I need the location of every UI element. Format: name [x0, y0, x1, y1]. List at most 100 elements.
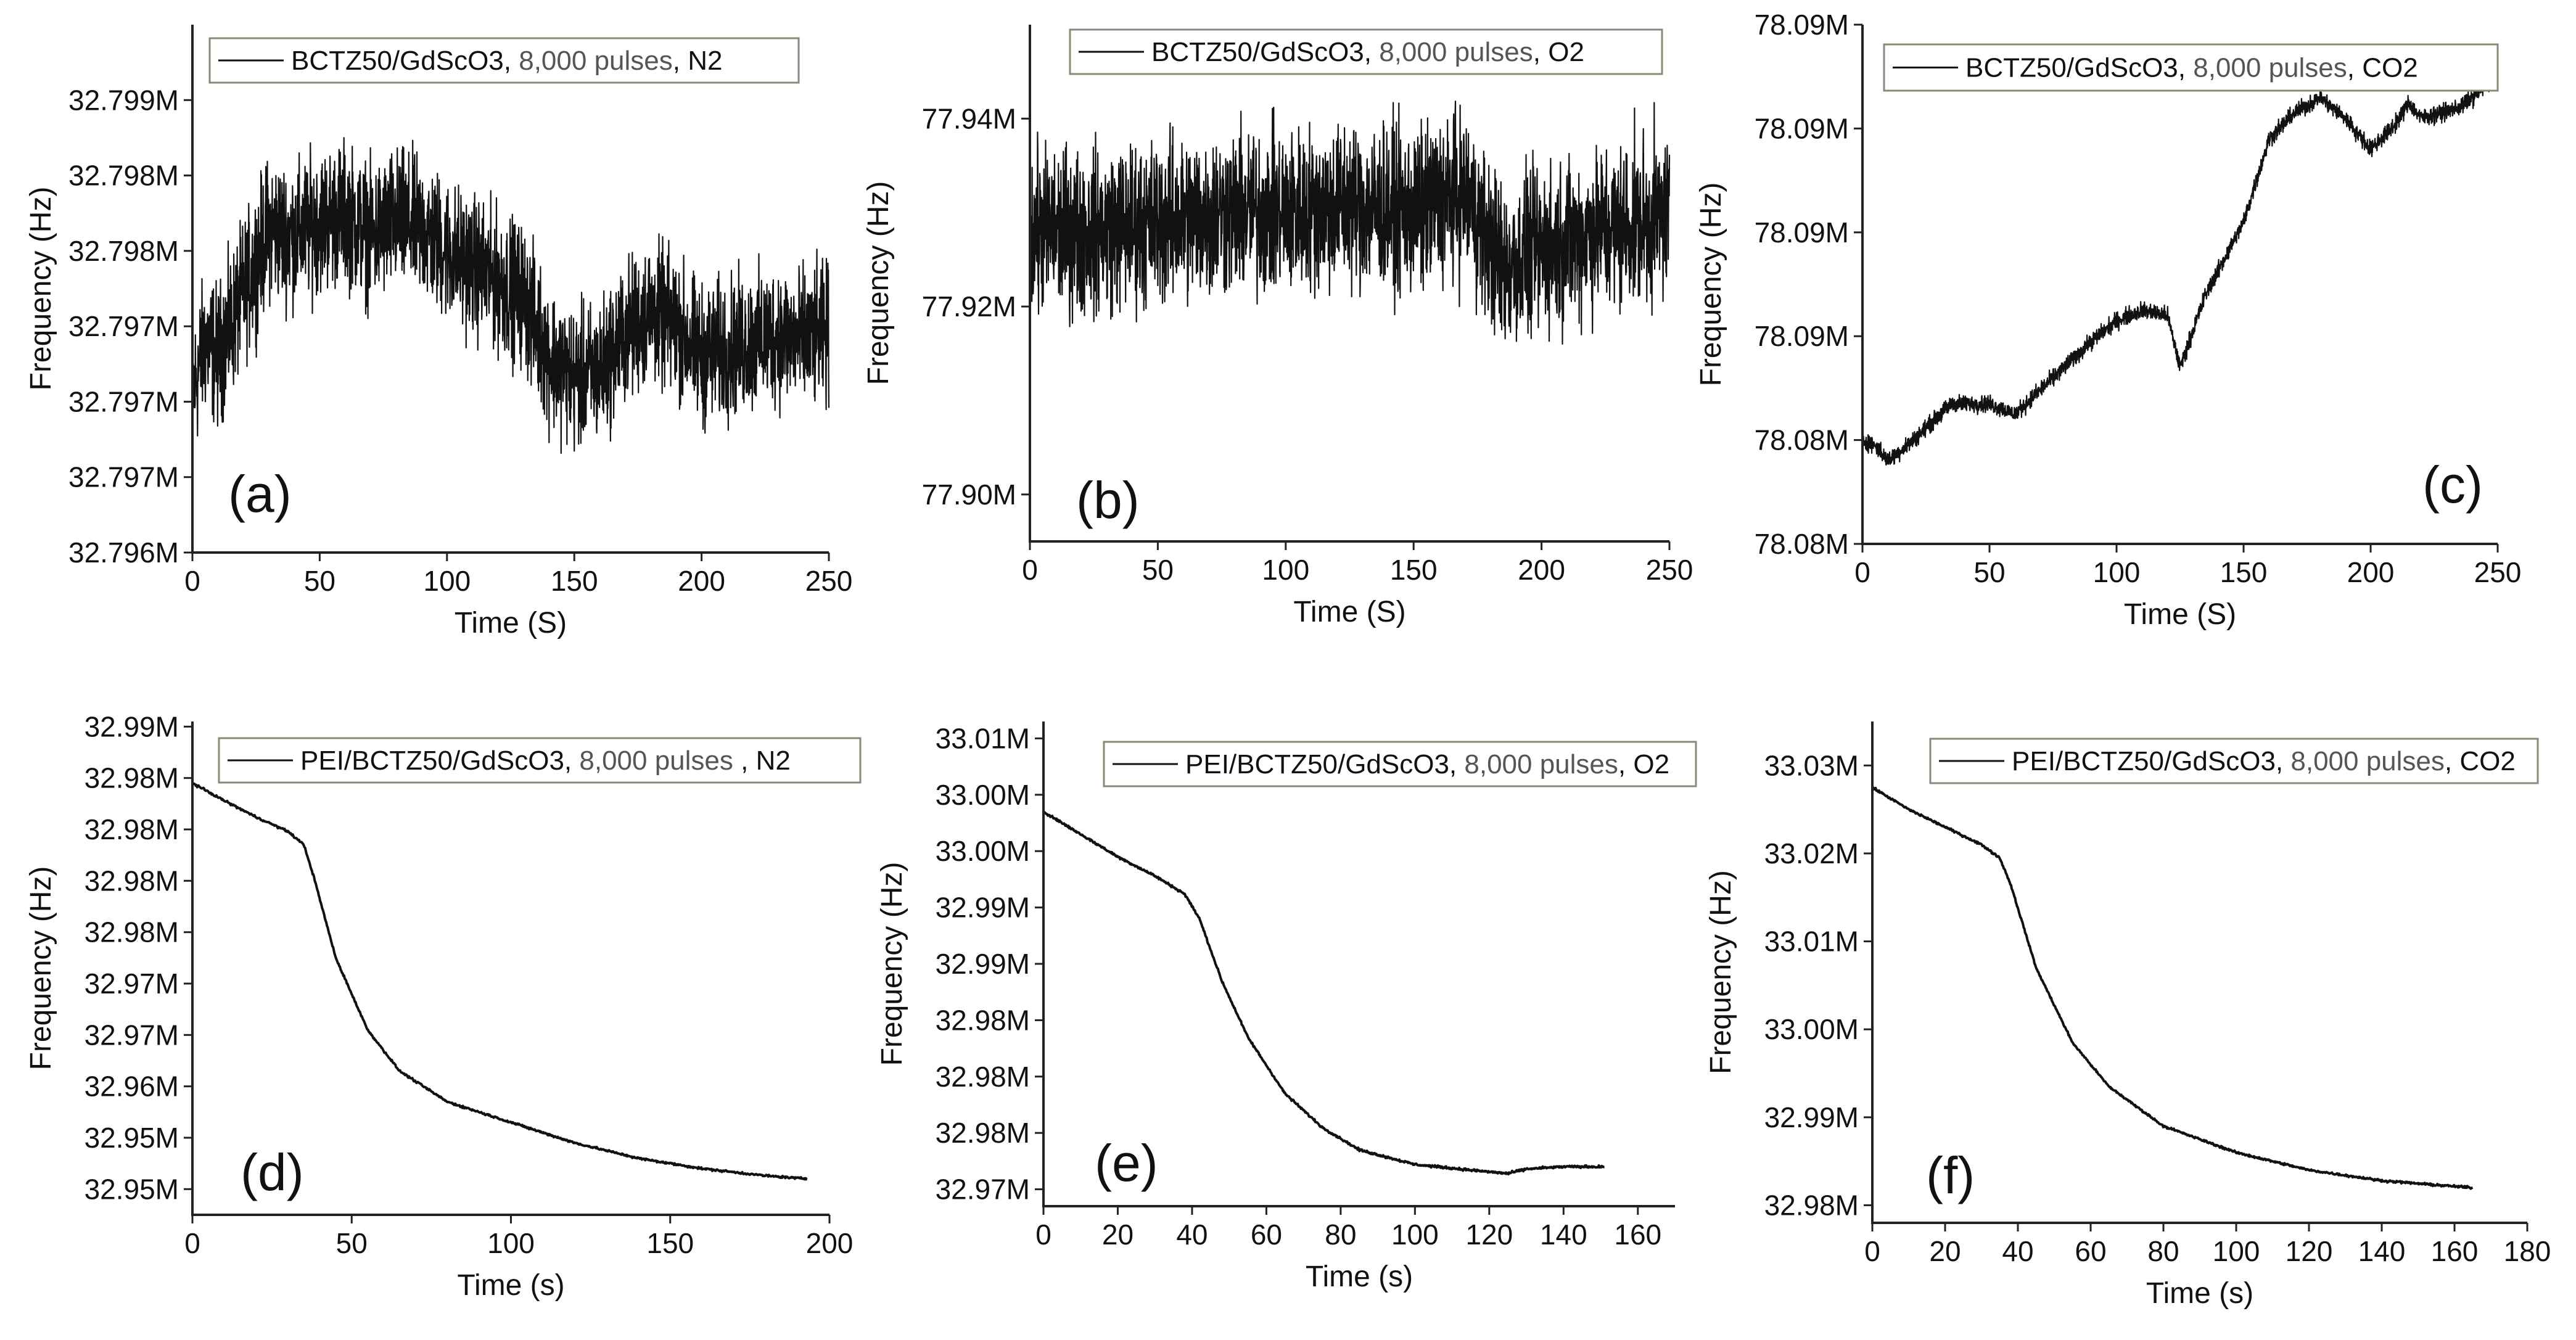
y-tick-label: 32.97M [84, 968, 179, 1000]
y-tick-label: 33.00M [936, 835, 1030, 867]
legend: PEI/BCTZ50/GdScO3, 8,000 pulses, O2 [1103, 741, 1697, 787]
y-tick-label: 32.98M [84, 865, 179, 897]
panel-b: 0 50 100 150 200 250 77.90M 77.92M 77.94M Time (S… [862, 25, 1693, 628]
legend-prefix: BCTZ50/GdScO3, [1151, 37, 1379, 67]
x-tick-label: 120 [2286, 1235, 2333, 1267]
y-axis-label: Frequency (Hz) [876, 862, 908, 1066]
legend-box [208, 37, 800, 84]
y-tick-label: 32.796M [68, 536, 179, 569]
x-tick-label: 40 [2002, 1235, 2033, 1267]
x-tick-label: 180 [2504, 1235, 2551, 1267]
legend-label: BCTZ50/GdScO3, 8,000 pulses, N2 [291, 46, 722, 76]
y-tick-label: 32.96M [84, 1071, 179, 1103]
y-tick-label: 32.798M [68, 235, 179, 267]
x-axis-label: Time (s) [457, 1269, 564, 1302]
legend-gas: , CO2 [2445, 746, 2516, 776]
y-tick-label: 33.01M [936, 722, 1030, 754]
x-tick-label: 250 [2474, 556, 2522, 588]
x-tick-label: 200 [2347, 556, 2395, 588]
panel-label: (e) [1095, 1134, 1158, 1192]
legend-gas: , CO2 [2347, 53, 2418, 83]
panel-label: (a) [228, 465, 292, 523]
data-series-line [1861, 70, 2499, 466]
y-axis-label: Frequency (Hz) [25, 187, 57, 391]
y-tick-label: 32.99M [936, 948, 1030, 980]
y-tick-label: 32.99M [936, 892, 1030, 924]
x-tick-label: 100 [423, 565, 471, 597]
legend-gas: , O2 [1618, 749, 1669, 779]
x-tick-label: 50 [1973, 556, 2005, 588]
legend: BCTZ50/GdScO3, 8,000 pulses, O2 [1069, 28, 1663, 75]
data-series-line [191, 782, 808, 1181]
x-tick-label: 200 [1518, 554, 1565, 586]
x-tick-label: 100 [1262, 554, 1309, 586]
legend-label: BCTZ50/GdScO3, 8,000 pulses, CO2 [1965, 53, 2418, 83]
y-tick-label: 77.92M [922, 290, 1016, 323]
x-tick-label: 80 [2147, 1235, 2179, 1267]
y-tick-label: 32.98M [936, 1004, 1030, 1036]
x-tick-label: 200 [806, 1227, 854, 1259]
y-tick-label: 32.98M [84, 916, 179, 948]
data-series-line [1872, 786, 2474, 1190]
x-tick-label: 20 [1929, 1235, 1961, 1267]
x-tick-label: 150 [1390, 554, 1438, 586]
y-tick-label: 78.08M [1755, 424, 1849, 456]
legend-label: PEI/BCTZ50/GdScO3, 8,000 pulses , N2 [300, 746, 791, 776]
y-tick-label: 33.00M [936, 779, 1030, 811]
x-tick-label: 140 [2358, 1235, 2406, 1267]
panel-a: 0 50 100 150 200 250 32.796M 32.797M 32.797M 32.7… [25, 25, 852, 639]
x-tick-label: 50 [1142, 554, 1174, 586]
panel-f: 0 20 40 60 80 100 120 140 160 180 32.98M 32.99M 33.0… [1705, 721, 2551, 1310]
data-series-line [1029, 101, 1671, 345]
panel-label: (d) [241, 1143, 304, 1201]
legend-box [1883, 43, 2499, 92]
legend-count: 8,000 pulses [2290, 746, 2445, 776]
y-axis-label: Frequency (Hz) [25, 866, 57, 1071]
y-axis-label: Frequency (Hz) [1705, 870, 1737, 1074]
x-tick-label: 200 [678, 565, 725, 597]
legend-prefix: PEI/BCTZ50/GdScO3, [2012, 746, 2290, 776]
legend-prefix: BCTZ50/GdScO3, [291, 46, 519, 76]
x-axis-label: Time (S) [2124, 598, 2236, 631]
legend-prefix: PEI/BCTZ50/GdScO3, [300, 746, 579, 776]
x-tick-label: 20 [1102, 1219, 1134, 1251]
legend: BCTZ50/GdScO3, 8,000 pulses, N2 [208, 37, 800, 84]
y-axis-label: Frequency (Hz) [862, 181, 895, 385]
x-tick-label: 0 [184, 1227, 200, 1259]
x-tick-label: 0 [184, 565, 200, 597]
x-tick-label: 80 [1325, 1219, 1356, 1251]
x-tick-label: 60 [1251, 1219, 1282, 1251]
data-series-line [1042, 811, 1605, 1176]
y-tick-label: 32.98M [84, 762, 179, 794]
legend-box [1929, 738, 2539, 784]
data-series-line [191, 137, 830, 454]
x-tick-label: 40 [1176, 1219, 1208, 1251]
legend: BCTZ50/GdScO3, 8,000 pulses, CO2 [1883, 43, 2499, 92]
x-axis-label: Time (s) [1306, 1260, 1413, 1293]
y-tick-label: 32.98M [936, 1117, 1030, 1149]
x-tick-label: 100 [487, 1227, 535, 1259]
y-tick-label: 32.797M [68, 385, 179, 417]
axis-frame [1861, 25, 2498, 545]
x-tick-label: 150 [551, 565, 598, 597]
x-axis-label: Time (S) [455, 607, 567, 639]
y-tick-label: 33.00M [1764, 1013, 1859, 1045]
x-tick-label: 60 [2075, 1235, 2106, 1267]
legend-prefix: PEI/BCTZ50/GdScO3, [1185, 749, 1464, 779]
legend: PEI/BCTZ50/GdScO3, 8,000 pulses , N2 [218, 737, 862, 784]
y-tick-label: 78.09M [1755, 216, 1849, 249]
panel-e: 0 20 40 60 80 100 120 140 160 32.97M 32.98M 32.98M 3… [876, 721, 1697, 1293]
x-tick-label: 100 [2093, 556, 2141, 588]
legend-box [1103, 741, 1697, 787]
panel-label: (b) [1076, 471, 1140, 529]
legend-count: 8,000 pulses [2193, 53, 2347, 83]
x-tick-label: 0 [1854, 556, 1870, 588]
x-tick-label: 100 [1391, 1219, 1439, 1251]
panel-label: (c) [2422, 456, 2483, 514]
y-tick-label: 33.01M [1764, 926, 1859, 958]
panel-label: (f) [1926, 1146, 1975, 1204]
legend-box [1069, 28, 1663, 75]
y-tick-label: 78.09M [1755, 112, 1849, 144]
x-tick-label: 160 [1614, 1219, 1661, 1251]
